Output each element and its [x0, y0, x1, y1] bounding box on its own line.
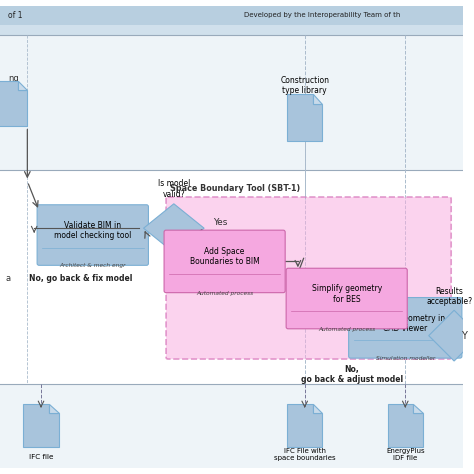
FancyBboxPatch shape	[164, 230, 285, 292]
Text: Developed by the Interoperability Team of th: Developed by the Interoperability Team o…	[244, 12, 401, 18]
Polygon shape	[388, 404, 423, 447]
Text: No,
go back & adjust model: No, go back & adjust model	[301, 365, 402, 384]
Bar	[0, 35, 463, 170]
Text: Results
acceptable?: Results acceptable?	[426, 287, 472, 306]
Polygon shape	[0, 81, 27, 126]
Text: Is model
valid?: Is model valid?	[158, 180, 190, 199]
Text: Simulation modeller: Simulation modeller	[376, 356, 435, 361]
Bar	[0, 6, 463, 25]
FancyBboxPatch shape	[166, 197, 451, 359]
Polygon shape	[313, 404, 322, 413]
Text: No, go back & fix model: No, go back & fix model	[29, 274, 133, 283]
Text: of 1: of 1	[8, 11, 22, 20]
Polygon shape	[313, 94, 322, 104]
FancyBboxPatch shape	[37, 205, 148, 265]
Text: Validate geometry in
CAD viewer: Validate geometry in CAD viewer	[365, 314, 446, 333]
Polygon shape	[413, 404, 423, 413]
Polygon shape	[287, 404, 322, 447]
Text: Add Space
Boundaries to BIM: Add Space Boundaries to BIM	[190, 247, 259, 266]
Text: Automated process: Automated process	[318, 327, 375, 332]
Polygon shape	[18, 81, 27, 90]
Text: Validate BIM in
model checking tool: Validate BIM in model checking tool	[54, 221, 131, 240]
Bar	[0, 25, 463, 35]
Text: Yes: Yes	[213, 218, 227, 227]
Polygon shape	[23, 404, 59, 447]
Text: Y: Y	[461, 331, 467, 341]
Text: EnergyPlus
IDF file: EnergyPlus IDF file	[386, 448, 425, 461]
Text: Architect & mech engr: Architect & mech engr	[60, 263, 126, 268]
Text: IFC File with
space boundaries: IFC File with space boundaries	[274, 448, 336, 461]
FancyBboxPatch shape	[286, 268, 407, 329]
Text: a: a	[5, 274, 10, 283]
Text: Simplify geometry
for BES: Simplify geometry for BES	[311, 284, 382, 304]
Bar	[0, 384, 463, 468]
Polygon shape	[49, 404, 59, 413]
Polygon shape	[144, 204, 204, 253]
Polygon shape	[287, 94, 322, 141]
Bar	[0, 170, 463, 384]
Text: ng
am: ng am	[7, 74, 20, 93]
Text: Construction
type library: Construction type library	[280, 76, 329, 95]
Polygon shape	[428, 310, 474, 361]
Text: Space Boundary Tool (SBT-1): Space Boundary Tool (SBT-1)	[170, 184, 300, 193]
FancyBboxPatch shape	[349, 298, 462, 358]
Text: IFC file: IFC file	[29, 454, 53, 460]
Text: Automated process: Automated process	[196, 291, 253, 296]
